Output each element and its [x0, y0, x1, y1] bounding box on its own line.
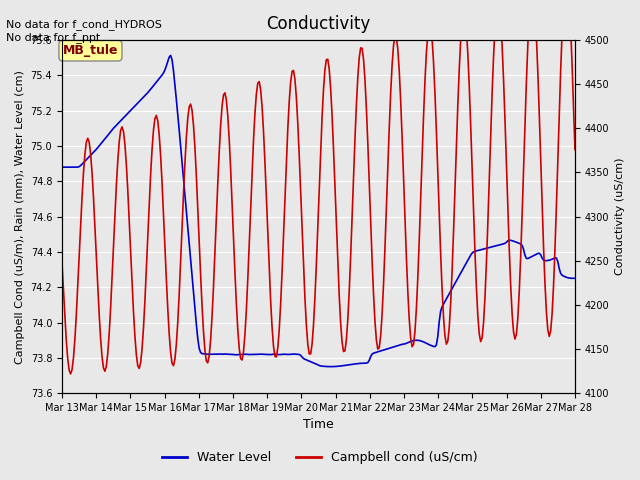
Campbell cond (uS/cm): [571, 147, 579, 153]
Campbell cond (uS/cm): [230, 234, 237, 240]
Water Level: [545, 257, 553, 263]
Water Level: [238, 352, 246, 358]
Campbell cond (uS/cm): [58, 261, 66, 267]
Water Level: [58, 164, 66, 170]
X-axis label: Time: Time: [303, 419, 334, 432]
Text: No data for f_cond_HYDROS
No data for f_ppt: No data for f_cond_HYDROS No data for f_…: [6, 19, 163, 43]
Y-axis label: Campbell Cond (uS/m), Rain (mm), Water Level (cm): Campbell Cond (uS/m), Rain (mm), Water L…: [15, 70, 25, 363]
Campbell cond (uS/cm): [122, 161, 130, 167]
Water Level: [284, 351, 292, 357]
Water Level: [230, 352, 237, 358]
Text: MB_tule: MB_tule: [63, 44, 118, 57]
Title: Conductivity: Conductivity: [266, 15, 371, 33]
Campbell cond (uS/cm): [284, 126, 292, 132]
Campbell cond (uS/cm): [212, 216, 220, 221]
Line: Campbell cond (uS/cm): Campbell cond (uS/cm): [62, 0, 575, 374]
Y-axis label: Conductivity (uS/cm): Conductivity (uS/cm): [615, 158, 625, 276]
Campbell cond (uS/cm): [67, 371, 74, 377]
Campbell cond (uS/cm): [238, 357, 246, 363]
Campbell cond (uS/cm): [544, 327, 552, 333]
Water Level: [327, 364, 335, 370]
Water Level: [571, 276, 579, 281]
Water Level: [167, 52, 175, 58]
Line: Water Level: Water Level: [62, 55, 575, 367]
Legend: Water Level, Campbell cond (uS/cm): Water Level, Campbell cond (uS/cm): [157, 446, 483, 469]
Water Level: [121, 114, 129, 120]
Water Level: [212, 351, 220, 357]
